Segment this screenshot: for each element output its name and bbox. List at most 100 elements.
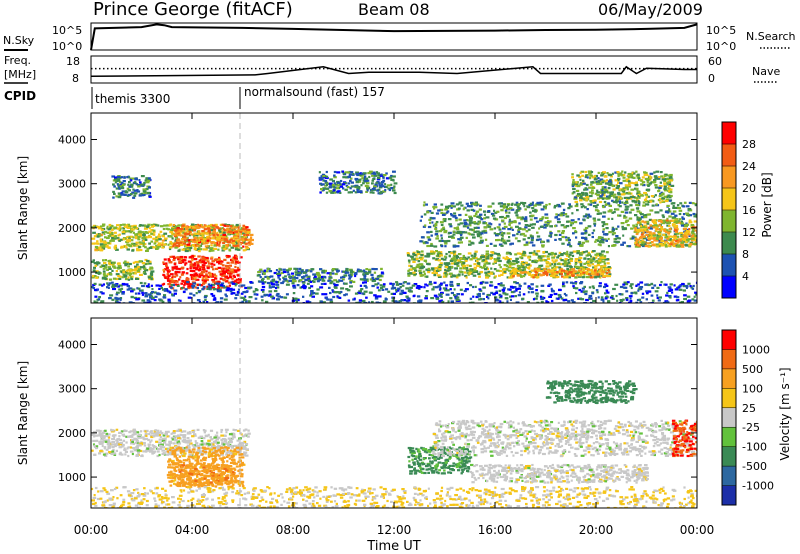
cell-12	[692, 284, 695, 288]
cell-11	[610, 191, 614, 194]
power-heatmap	[91, 170, 697, 303]
cell-3	[149, 272, 154, 275]
cell-12	[450, 291, 454, 295]
cell-0	[189, 245, 192, 248]
cell-11	[642, 184, 646, 187]
cell-4	[263, 269, 266, 272]
cell-10	[377, 173, 382, 177]
cell-2	[165, 262, 168, 265]
cell-7	[567, 238, 571, 242]
cell-7	[530, 214, 535, 217]
cell-11	[617, 200, 622, 203]
cell-7	[522, 203, 525, 206]
cell-12	[141, 291, 144, 294]
cell-1	[173, 243, 177, 246]
cell-10	[338, 183, 342, 186]
cell-12	[333, 282, 336, 285]
cell-7	[554, 225, 557, 228]
cell-7	[495, 239, 499, 242]
cell-4	[374, 277, 378, 280]
cell-12	[309, 294, 313, 297]
cell-3	[117, 267, 120, 270]
cell-5	[462, 262, 466, 265]
cell-6	[513, 268, 518, 271]
cell-10	[338, 187, 341, 190]
cell-2	[173, 263, 177, 266]
cell-4	[267, 276, 271, 279]
cell-0	[111, 228, 114, 231]
cell-7	[459, 232, 463, 235]
cell-9	[127, 183, 130, 186]
cell-12	[482, 286, 486, 289]
cell-5	[430, 250, 434, 253]
cell-5	[581, 268, 586, 271]
cell-7	[555, 213, 558, 216]
cell-0	[170, 227, 174, 230]
cell-5	[532, 253, 536, 256]
cell-11	[591, 201, 595, 204]
cell-0	[112, 235, 115, 238]
cell-7	[607, 237, 610, 241]
cell-12	[444, 289, 447, 292]
cell-7	[478, 231, 482, 234]
cell-12	[167, 300, 171, 303]
cell-5	[425, 275, 429, 278]
cell-7	[524, 219, 528, 223]
cell-11	[600, 174, 604, 177]
cell-7	[600, 241, 605, 244]
cell-7	[636, 216, 639, 219]
cell-0	[109, 240, 112, 243]
cell-5	[439, 262, 443, 265]
cell-2	[187, 260, 192, 263]
cell-0	[152, 237, 156, 240]
cell-0	[138, 233, 143, 236]
cell-11	[640, 179, 643, 182]
cell-5	[546, 257, 550, 260]
cell-3	[104, 259, 107, 262]
cell-7	[589, 203, 593, 206]
cell-5	[565, 253, 569, 256]
cell-5	[578, 266, 582, 269]
cell-11	[580, 170, 585, 173]
cell-1	[193, 232, 196, 235]
cell-12	[173, 292, 177, 295]
cell-0	[138, 248, 143, 252]
cell-2	[225, 269, 230, 272]
cell-5	[566, 268, 569, 271]
cell-7	[604, 233, 608, 236]
cell-8	[667, 232, 670, 235]
cell-0	[109, 227, 112, 230]
cell-2	[194, 264, 197, 267]
cell-5	[562, 262, 565, 266]
cell-11	[661, 197, 665, 200]
cell-7	[574, 204, 579, 208]
nsky-frame	[90, 22, 698, 51]
cell-5	[591, 263, 595, 266]
cell-4	[321, 279, 326, 282]
cell-7	[489, 228, 494, 231]
cell-7	[666, 224, 670, 227]
cell-3	[146, 262, 149, 265]
cell-7	[504, 209, 508, 212]
cell-7	[430, 211, 434, 214]
cell-2	[175, 274, 179, 277]
cell-0	[138, 241, 142, 244]
cell-12	[360, 288, 364, 291]
cell-10	[388, 188, 392, 192]
cell-10	[360, 184, 363, 187]
cell-7	[444, 245, 447, 248]
cell-8	[659, 242, 663, 245]
cell-5	[567, 261, 571, 264]
cell-1	[203, 225, 206, 228]
cell-7	[568, 203, 571, 206]
cell-4	[296, 274, 301, 277]
cell-1	[234, 226, 237, 229]
cell-8	[644, 229, 647, 232]
cell-8	[645, 233, 649, 236]
cell-5	[426, 269, 431, 272]
cell-9	[143, 181, 146, 185]
cell-12	[619, 293, 624, 296]
cell-5	[494, 275, 497, 278]
cell-5	[574, 263, 577, 266]
cell-5	[487, 270, 491, 273]
